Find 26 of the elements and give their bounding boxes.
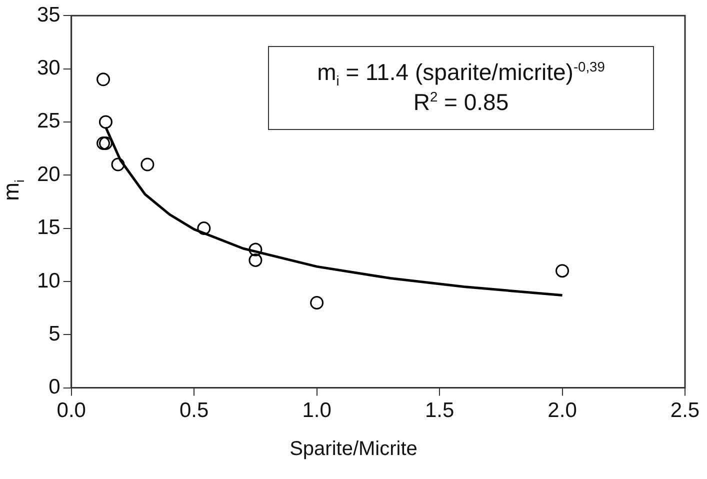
point: [310, 296, 324, 310]
y-tick-label: 5: [48, 322, 60, 346]
y-tick-label: 10: [37, 269, 60, 292]
point: [140, 158, 154, 172]
point: [248, 242, 262, 256]
y-tick-label: 20: [37, 162, 60, 186]
annotation: m$_{i}$ = 11.4 (sparite/micrite)$^{-0,39}$: [317, 59, 605, 89]
y-tick-label: 35: [37, 3, 60, 26]
point: [197, 222, 211, 236]
x-tick-label: 1.5: [424, 399, 454, 422]
annotation: R$^{2}$ = 0.85: [413, 89, 509, 115]
point: [98, 115, 112, 129]
x-tick-label: 2.0: [548, 399, 577, 422]
y-tick-label: 25: [37, 110, 60, 133]
point: [248, 253, 262, 267]
point: [111, 158, 125, 172]
point: [556, 264, 570, 278]
x-axis-title: Sparite/Micrite: [288, 438, 418, 461]
y-tick-label: 30: [37, 56, 60, 80]
x-tick-label: 1.0: [302, 399, 332, 422]
x-tick-label: 0.5: [179, 399, 209, 422]
x-tick-label: 2.5: [670, 399, 700, 422]
point: [96, 72, 110, 86]
x-tick-label: 0.0: [56, 399, 86, 422]
y-tick-label: 0: [48, 376, 60, 399]
y-tick-label: 15: [37, 216, 60, 240]
